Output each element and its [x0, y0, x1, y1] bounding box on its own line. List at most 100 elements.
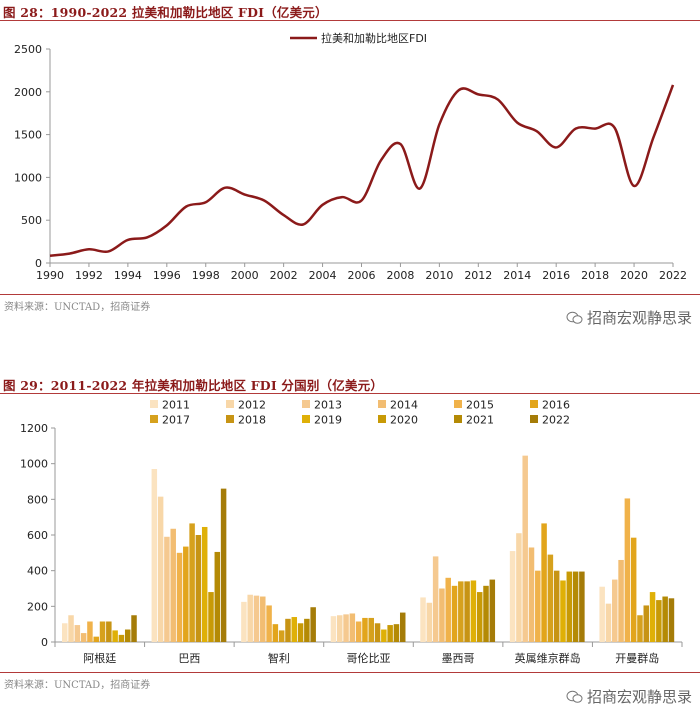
bar-2017 [458, 581, 464, 642]
bar-2020 [118, 634, 125, 642]
bar-2013 [522, 455, 528, 642]
bar-2013 [432, 556, 439, 642]
x-tick-label: 2022 [659, 269, 687, 282]
bar-2022 [489, 579, 496, 642]
bar-2020 [476, 592, 483, 642]
category-label: 英属维京群岛 [515, 651, 581, 665]
bar-2016 [541, 523, 547, 642]
y-tick-label: 500 [21, 214, 42, 227]
figure-29-source: 资料来源：UNCTAD，招商证券 [4, 680, 151, 691]
bar-2019 [201, 526, 208, 642]
y-tick-label: 2500 [14, 43, 42, 56]
x-tick-label: 2008 [386, 269, 414, 282]
bar-2021 [214, 551, 221, 642]
bar-2017 [99, 621, 106, 642]
bar-2020 [387, 625, 393, 642]
bar-2015 [355, 621, 362, 642]
legend-label: 2014 [390, 399, 418, 412]
bar-2012 [337, 615, 343, 642]
bar-2014 [80, 633, 87, 642]
bar-2019 [112, 630, 118, 642]
x-tick-label: 1996 [153, 269, 181, 282]
bar-2014 [439, 588, 445, 642]
bar-2012 [516, 533, 522, 642]
legend-swatch-2020 [378, 415, 386, 423]
bar-2012 [157, 496, 164, 642]
figure-28-source: 资料来源：UNCTAD，招商证券 [4, 302, 151, 313]
figure-29-title: 图 29：2011-2022 年拉美和加勒比地区 FDI 分国别（亿美元） [3, 378, 384, 393]
bar-2013 [343, 614, 349, 642]
figure-28-source-rule [0, 294, 700, 295]
bar-2019 [470, 580, 477, 642]
x-tick-label: 2016 [542, 269, 570, 282]
category-label: 哥伦比亚 [347, 651, 391, 665]
bar-2021 [124, 629, 131, 642]
y-tick-label: 1500 [14, 129, 42, 142]
category-label: 阿根廷 [83, 651, 116, 665]
legend-swatch-2018 [226, 415, 234, 423]
watermark-text: 招商宏观静思录 [586, 688, 692, 706]
bar-2018 [553, 570, 560, 642]
bar-2013 [253, 595, 260, 642]
figure-28-title: 图 28：1990-2022 拉美和加勒比地区 FDI（亿美元） [3, 5, 328, 20]
bar-2021 [662, 596, 668, 642]
legend-label: 2012 [238, 399, 266, 412]
figure-28-watermark: 招商宏观静思录 [566, 307, 692, 328]
x-tick-label: 1998 [192, 269, 220, 282]
y-tick-label: 600 [27, 529, 48, 542]
figure-29-watermark: 招商宏观静思录 [566, 686, 692, 707]
bar-2016 [183, 546, 189, 642]
bar-2013 [164, 536, 170, 642]
bar-2012 [605, 603, 612, 642]
bar-2012 [426, 602, 433, 642]
bar-2021 [393, 624, 400, 642]
y-tick-label: 0 [35, 257, 42, 270]
bar-2014 [528, 547, 535, 642]
bar-2022 [220, 488, 227, 642]
bar-2015 [266, 605, 272, 642]
legend-label: 拉美和加勒比地区FDI [321, 31, 427, 45]
legend-label: 2020 [390, 414, 418, 427]
bar-2022 [579, 571, 585, 642]
figure-29-title-rule [0, 393, 700, 394]
bar-2016 [362, 617, 368, 642]
wechat-icon [566, 690, 583, 703]
legend-label: 2013 [314, 399, 342, 412]
bar-2015 [535, 570, 541, 642]
bar-2012 [68, 615, 74, 642]
category-label: 开曼群岛 [615, 651, 659, 665]
bar-2021 [304, 618, 310, 642]
bar-2015 [87, 621, 93, 642]
bar-2011 [62, 623, 68, 642]
bar-2018 [464, 581, 470, 642]
y-tick-label: 1000 [14, 171, 42, 184]
legend-swatch-2022 [530, 415, 538, 423]
bar-2018 [195, 535, 202, 642]
bar-2016 [630, 537, 637, 642]
figure-29-source-rule [0, 672, 700, 673]
bar-2016 [451, 585, 458, 642]
watermark-text: 招商宏观静思录 [586, 309, 692, 327]
x-tick-label: 2006 [348, 269, 376, 282]
legend-swatch-2012 [226, 400, 234, 408]
bar-2017 [189, 523, 195, 642]
line-chart-fdi: 0 500 1000 1500 2000 2500 1990 1992 1994 1996 1998… [14, 31, 687, 282]
y-tick-label: 800 [27, 493, 48, 506]
legend-label: 2022 [542, 414, 570, 427]
bar-2015 [445, 577, 451, 642]
legend-label: 2021 [466, 414, 494, 427]
y-tick-label: 0 [41, 636, 48, 649]
y-tick-label: 200 [27, 600, 48, 613]
bar-2016 [272, 624, 279, 642]
legend-swatch-2016 [530, 400, 538, 408]
x-tick-label: 2020 [620, 269, 648, 282]
bar-2016 [93, 636, 99, 642]
bar-2019 [291, 617, 298, 642]
bar-2020 [656, 600, 662, 642]
bar-2014 [170, 528, 176, 642]
bar-2011 [420, 597, 426, 642]
bar-2014 [349, 613, 356, 642]
category-label: 巴西 [178, 652, 200, 665]
bar-2019 [649, 592, 656, 642]
bar-2014 [260, 596, 266, 642]
